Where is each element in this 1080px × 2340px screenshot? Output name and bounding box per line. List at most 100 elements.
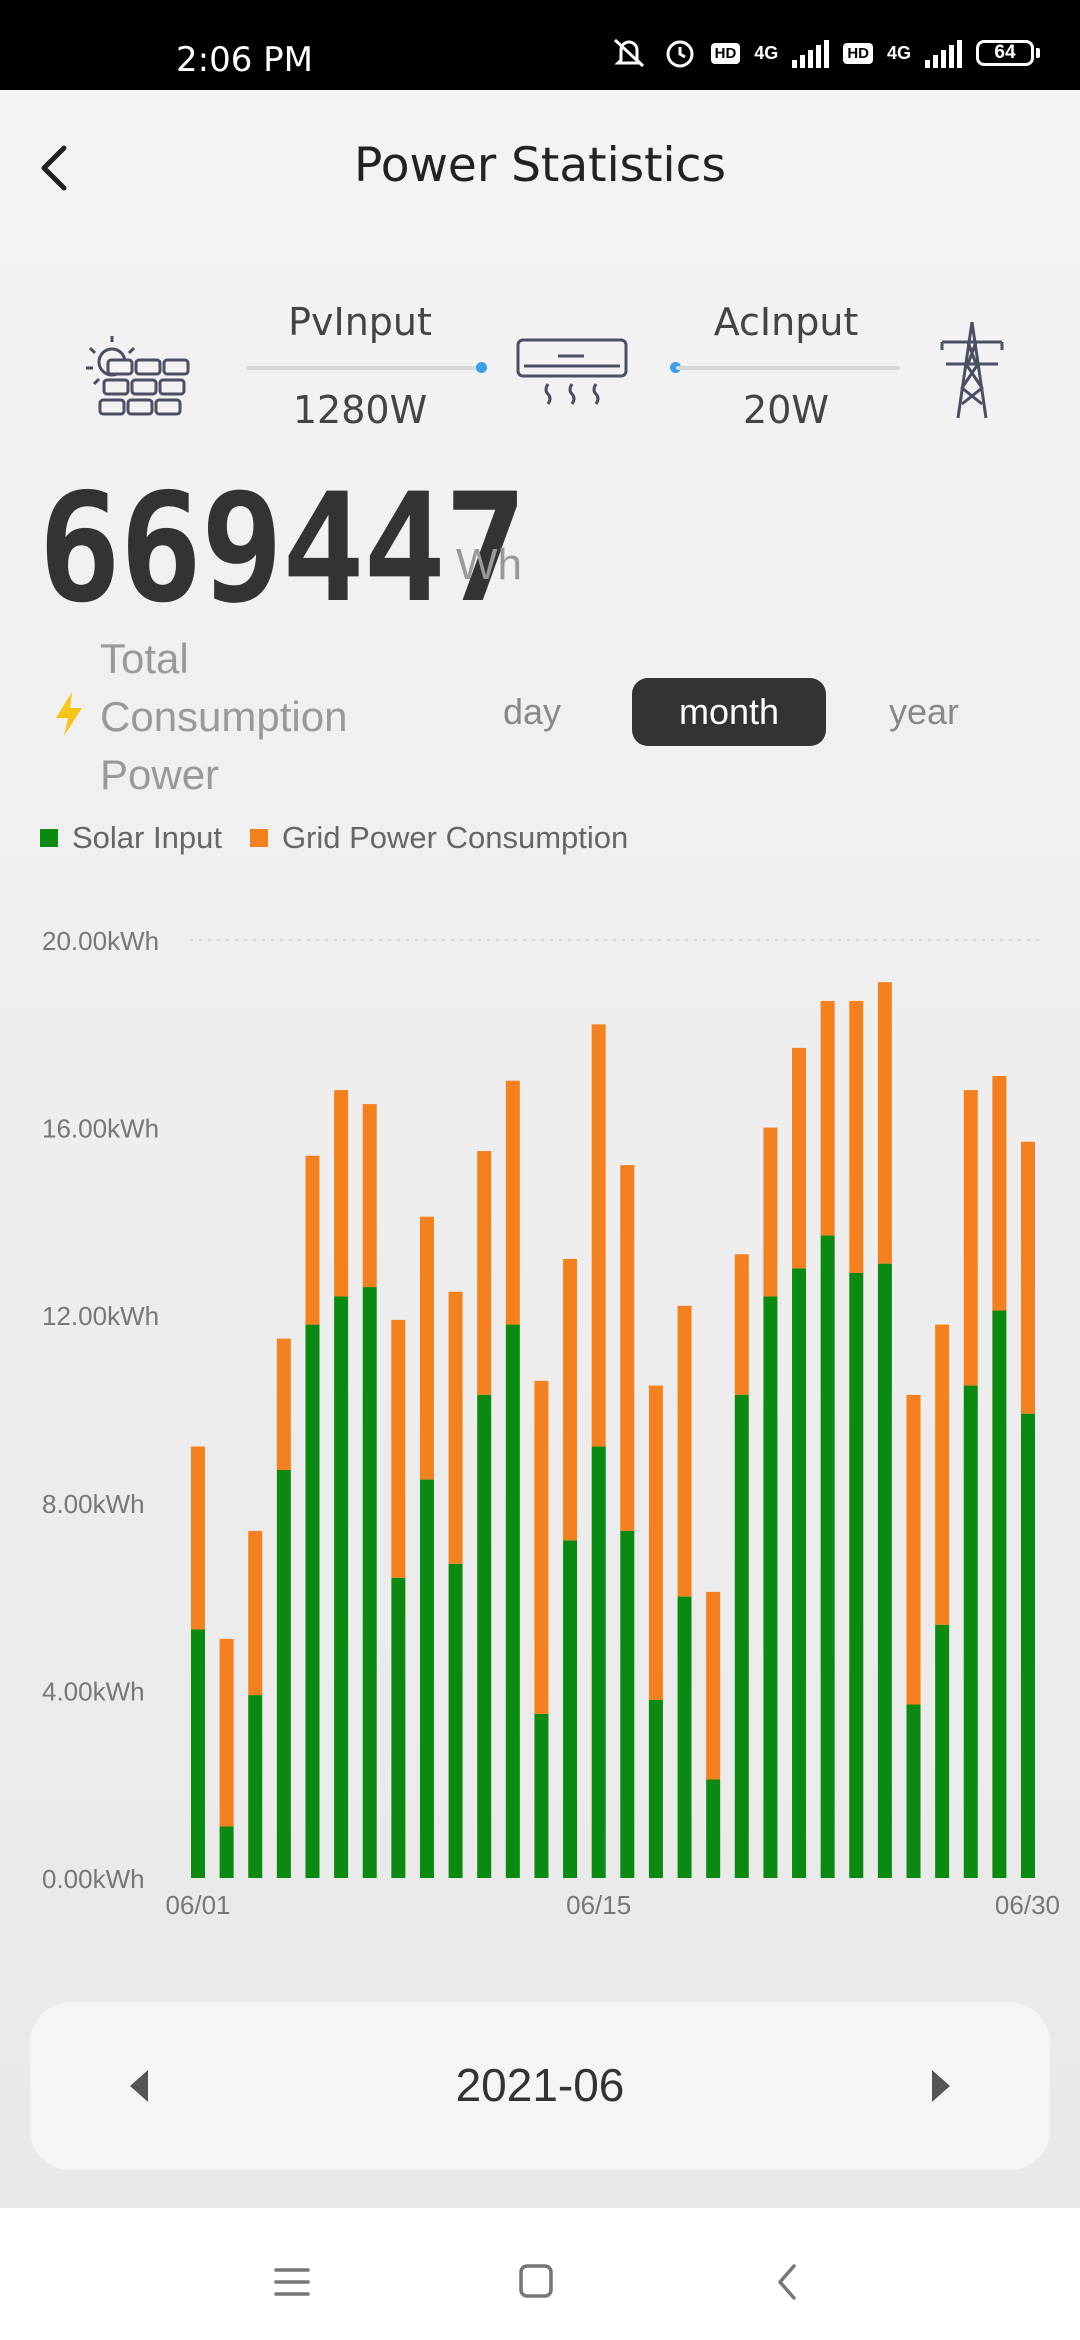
bar-grid-15 — [591, 1024, 606, 1447]
pv-flow-dot — [476, 362, 487, 373]
y-tick-label: 4.00kWh — [42, 1676, 145, 1706]
bar-grid-29 — [992, 1076, 1007, 1311]
solar-panel-icon — [86, 336, 190, 416]
bar-solar-19 — [706, 1779, 721, 1878]
bar-solar-10 — [448, 1563, 463, 1878]
bar-solar-2 — [219, 1826, 234, 1878]
legend-label-grid: Grid Power Consumption — [281, 820, 629, 855]
back-icon — [778, 2264, 796, 2300]
bar-solar-13 — [534, 1713, 549, 1878]
bar-grid-6 — [334, 1090, 349, 1297]
bar-grid-27 — [935, 1324, 950, 1625]
ac-flow-line — [676, 366, 900, 370]
bar-solar-27 — [935, 1624, 950, 1878]
y-tick-label: 12.00kWh — [42, 1301, 159, 1331]
network-label-1: 4G — [754, 42, 779, 63]
bar-grid-28 — [963, 1090, 978, 1386]
bar-grid-4 — [276, 1338, 291, 1470]
bar-solar-18 — [677, 1596, 692, 1878]
legend-swatch-grid — [249, 829, 268, 847]
legend-label-solar: Solar Input — [72, 820, 222, 855]
y-tick-label: 8.00kWh — [42, 1489, 145, 1519]
legend-solar: Solar Input — [40, 820, 222, 856]
power-flow: PvInput 1280W AcInput 20W — [0, 300, 1080, 460]
home-icon — [519, 2264, 553, 2298]
x-tick-label: 06/30 — [995, 1890, 1060, 1920]
status-bar: 2:06 PM HD 4G HD 4G 64 — [0, 0, 1080, 90]
bar-grid-8 — [391, 1319, 406, 1578]
bar-solar-17 — [648, 1699, 663, 1878]
bar-solar-9 — [419, 1479, 434, 1878]
y-tick-label: 16.00kWh — [42, 1114, 159, 1144]
power-tower-icon — [940, 321, 1004, 419]
bar-grid-5 — [305, 1155, 320, 1325]
bar-solar-14 — [563, 1540, 578, 1878]
tab-month[interactable]: month — [632, 678, 826, 746]
network-label-2: 4G — [886, 42, 911, 63]
bar-solar-4 — [276, 1469, 291, 1878]
bar-grid-25 — [877, 982, 892, 1264]
bar-grid-22 — [792, 1047, 807, 1269]
bar-solar-11 — [477, 1394, 492, 1878]
bar-grid-2 — [219, 1638, 234, 1827]
power-bar-chart: 20.00kWh 16.00kWh 12.00kWh 8.00kWh 4.00kWh 0.… — [42, 926, 1060, 1920]
bar-grid-3 — [248, 1530, 263, 1696]
month-label: 2021-06 — [455, 2059, 625, 2111]
ac-flow-dot — [670, 362, 681, 373]
total-consumption-value: 669447 — [38, 462, 527, 636]
bar-solar-21 — [763, 1296, 778, 1878]
next-month-button[interactable] — [910, 2056, 970, 2116]
bar-grid-11 — [477, 1151, 492, 1395]
bar-grid-19 — [706, 1591, 721, 1780]
pv-flow-line — [246, 366, 482, 370]
pv-input-value: 1280W — [292, 388, 428, 432]
bar-solar-6 — [334, 1296, 349, 1878]
back-button[interactable] — [30, 130, 90, 206]
bar-solar-24 — [849, 1272, 864, 1878]
tab-day[interactable]: day — [502, 691, 562, 732]
page-title: Power Statistics — [354, 138, 726, 193]
system-nav-bar — [0, 2208, 1080, 2340]
bar-solar-5 — [305, 1324, 320, 1878]
bar-grid-9 — [419, 1216, 434, 1480]
caret-left-icon — [130, 2070, 148, 2102]
month-navigator: 2021-06 — [30, 2002, 1050, 2170]
bar-solar-20 — [734, 1394, 749, 1878]
battery-level: 64 — [976, 40, 1034, 66]
hd-badge: HD — [710, 42, 741, 64]
tab-year[interactable]: year — [888, 691, 960, 732]
bar-solar-26 — [906, 1704, 921, 1878]
legend-grid: Grid Power Consumption — [249, 820, 629, 856]
bar-grid-23 — [820, 1000, 835, 1236]
bar-grid-13 — [534, 1380, 549, 1714]
bar-grid-1 — [191, 1446, 205, 1630]
bar-solar-12 — [505, 1324, 520, 1878]
bar-grid-30 — [1021, 1141, 1035, 1414]
bar-solar-1 — [191, 1629, 205, 1878]
bar-solar-7 — [362, 1287, 377, 1878]
bar-solar-3 — [248, 1695, 263, 1878]
bar-solar-16 — [620, 1530, 635, 1878]
menu-button[interactable] — [262, 2252, 322, 2312]
bar-solar-29 — [992, 1310, 1007, 1878]
total-consumption-unit: Wh — [456, 540, 522, 589]
system-back-button[interactable] — [758, 2252, 818, 2312]
signal-icon — [792, 38, 830, 68]
bar-grid-21 — [763, 1127, 778, 1297]
chart-legend: Solar Input Grid Power Consumption — [40, 820, 656, 856]
alarm-icon — [666, 40, 694, 68]
caret-right-icon — [932, 2070, 950, 2102]
y-tick-label: 20.00kWh — [42, 926, 159, 956]
bar-grid-24 — [849, 1000, 864, 1273]
bar-grid-10 — [448, 1291, 463, 1564]
bar-grid-26 — [906, 1394, 921, 1705]
hd-badge-2: HD — [843, 42, 873, 64]
status-icons: HD 4G HD 4G 64 — [609, 36, 1040, 70]
bar-grid-17 — [648, 1385, 663, 1700]
signal-icon-2 — [925, 38, 962, 68]
air-conditioner-icon — [516, 338, 628, 405]
previous-month-button[interactable] — [110, 2056, 170, 2116]
bar-grid-12 — [505, 1080, 520, 1325]
battery-icon: 64 — [976, 40, 1040, 66]
home-button[interactable] — [506, 2252, 566, 2312]
